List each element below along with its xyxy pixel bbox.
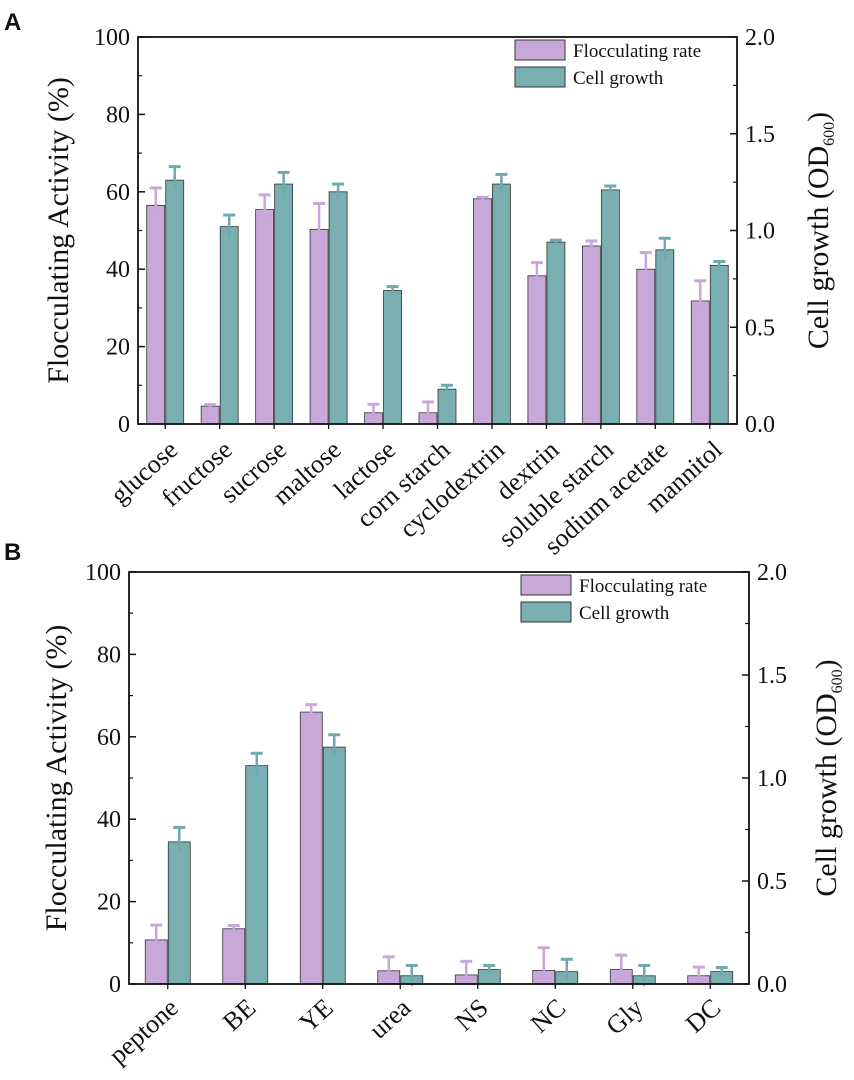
bar-cell-growth xyxy=(165,179,185,425)
chart-panel-a: A0204060801000.00.51.01.52.0glucosefruct… xyxy=(4,9,838,560)
y2-axis-title-close: ) xyxy=(810,659,843,669)
y2-tick-label: 0.0 xyxy=(745,412,775,438)
plot-frame xyxy=(137,36,738,425)
y-tick-label: 20 xyxy=(106,335,130,361)
x-tick-label: NC xyxy=(525,993,571,1039)
legend-label: Flocculating rate xyxy=(579,576,707,597)
bar-cell-growth xyxy=(167,841,191,985)
bar-flocculating xyxy=(200,405,220,425)
y-axis-title: Flocculating Activity (%) xyxy=(42,77,75,384)
y-tick-label: 40 xyxy=(106,257,130,283)
bar-flocculating xyxy=(299,711,323,985)
y-tick-label: 20 xyxy=(97,890,121,916)
y-tick-label: 60 xyxy=(97,725,121,751)
bar-cell-growth xyxy=(245,765,269,985)
y2-axis-title-subscript: 600 xyxy=(821,122,838,146)
bar-flocculating xyxy=(309,228,329,425)
legend-label: Cell growth xyxy=(579,603,670,624)
legend-swatch-flocculating xyxy=(514,39,566,61)
legend-swatch-cell-growth xyxy=(520,601,572,623)
bar-cell-growth xyxy=(546,241,566,425)
legend-swatch-flocculating xyxy=(520,574,572,596)
y2-axis-title-subscript: 600 xyxy=(829,669,846,693)
y-tick-label: 100 xyxy=(85,560,121,586)
y2-tick-label: 0.0 xyxy=(757,972,787,998)
y2-tick-label: 0.5 xyxy=(757,869,787,895)
y2-axis-title-main: Cell growth (OD xyxy=(802,146,835,349)
bar-flocculating xyxy=(146,204,166,425)
bar-cell-growth xyxy=(492,183,511,425)
chart-panel-b: B 0 20 40 60 80 100 0.0 0.5 1.0 1.5 2.0 peptone BE YE u… xyxy=(4,539,846,1070)
y2-tick-label: 2.0 xyxy=(745,25,775,51)
y2-tick-label: 1.5 xyxy=(757,663,787,689)
bar-flocculating xyxy=(636,268,656,425)
y2-axis-title-main: Cell growth (OD xyxy=(810,693,843,896)
y2-axis-title-close: ) xyxy=(802,112,835,122)
legend-swatch-cell-growth xyxy=(514,66,566,88)
x-tick-label: peptone xyxy=(103,993,184,1070)
y-tick-label: 60 xyxy=(106,180,130,206)
y-tick-label: 100 xyxy=(94,25,130,51)
bar-flocculating xyxy=(255,209,275,425)
y2-axis-title: Cell growth (OD600) xyxy=(810,659,846,896)
y2-tick-label: 1.5 xyxy=(745,122,775,148)
x-tick-label: NS xyxy=(450,993,494,1037)
y-tick-label: 80 xyxy=(97,642,121,668)
y2-tick-label: 0.5 xyxy=(745,315,775,341)
bar-cell-growth xyxy=(274,183,294,425)
x-tick-label: urea xyxy=(364,993,417,1045)
bar-flocculating xyxy=(581,245,601,425)
bar-cell-growth xyxy=(437,388,457,425)
x-tick-label: BE xyxy=(217,993,261,1037)
bar-cell-growth xyxy=(219,226,239,425)
y-tick-label: 80 xyxy=(106,102,130,128)
y-tick-label: 40 xyxy=(97,807,121,833)
panel-label: A xyxy=(4,9,21,36)
x-tick-label: YE xyxy=(294,993,339,1038)
bar-flocculating xyxy=(473,198,492,425)
y2-tick-label: 1.0 xyxy=(757,766,787,792)
bar-cell-growth xyxy=(600,189,620,425)
bar-cell-growth xyxy=(383,290,402,425)
bar-flocculating xyxy=(527,275,547,425)
y2-tick-label: 2.0 xyxy=(757,560,787,586)
bar-cell-growth xyxy=(709,264,729,425)
plot-frame xyxy=(128,571,750,985)
y-axis-title: Flocculating Activity (%) xyxy=(40,625,73,932)
bar-cell-growth xyxy=(655,249,675,425)
y-tick-label: 0 xyxy=(118,412,130,438)
panel-label: B xyxy=(4,539,21,566)
y-tick-label: 0 xyxy=(109,972,121,998)
y2-axis-title: Cell growth (OD600) xyxy=(802,112,838,349)
bar-cell-growth xyxy=(322,746,346,985)
bar-cell-growth xyxy=(328,191,348,425)
bar-flocculating xyxy=(222,928,246,985)
bar-flocculating xyxy=(690,300,710,425)
x-tick-label: Gly xyxy=(600,993,648,1041)
legend-label: Flocculating rate xyxy=(573,41,701,62)
x-tick-label: DC xyxy=(680,993,726,1039)
legend-label: Cell growth xyxy=(573,68,664,89)
y2-tick-label: 1.0 xyxy=(745,219,775,245)
